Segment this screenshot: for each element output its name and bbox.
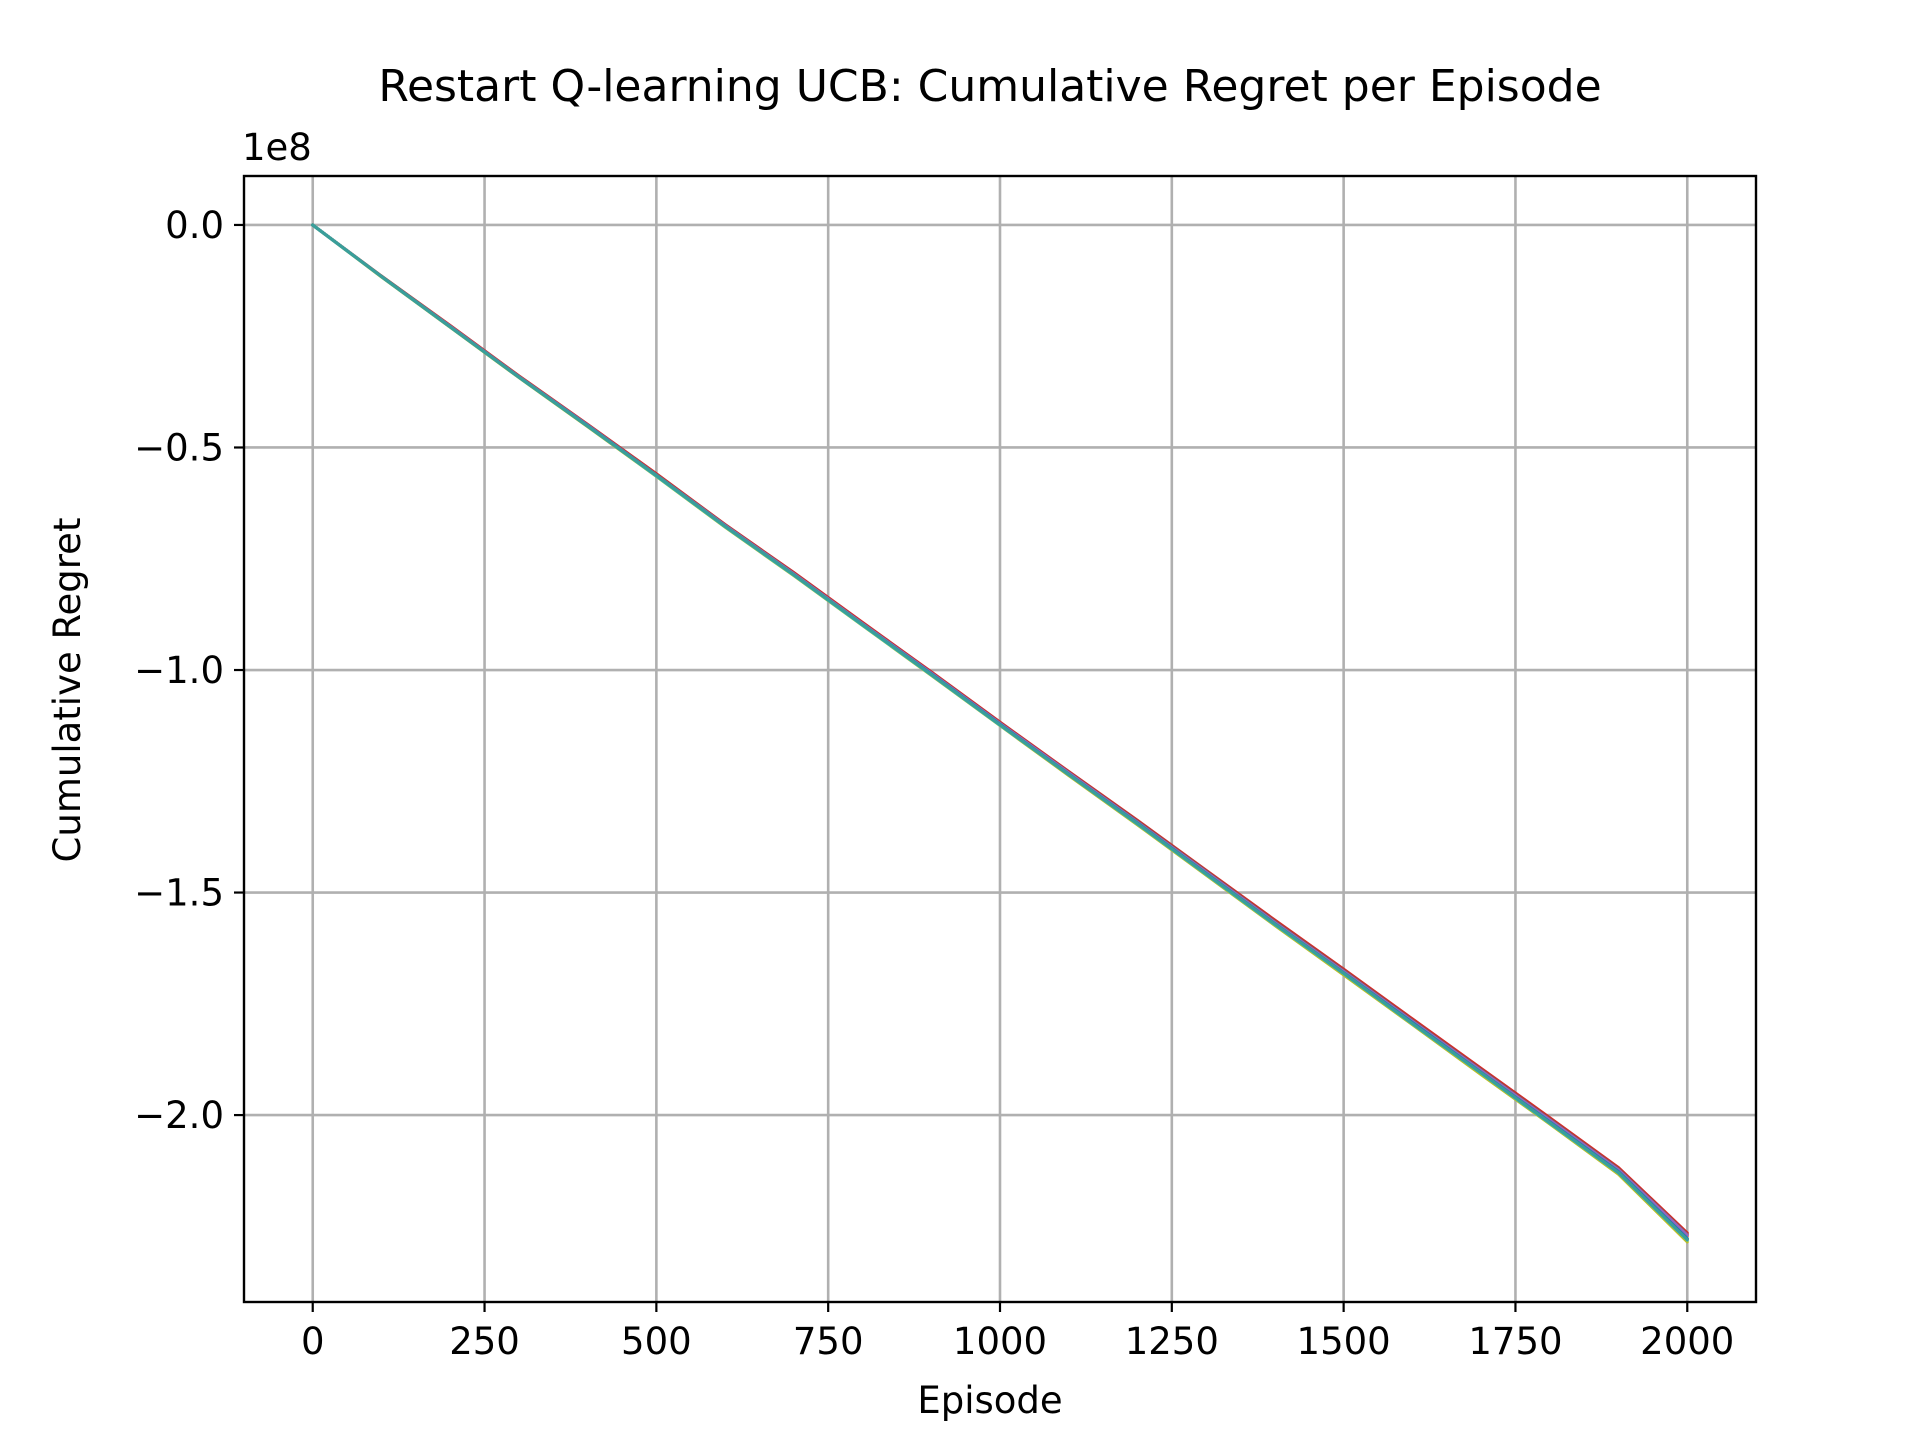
x-axis-ticks: 0 250 500 750 1000 1250 1500 1750 2000 [301, 1302, 1734, 1363]
y-tick-label: −1.5 [134, 872, 224, 915]
chart-title: Restart Q-learning UCB: Cumulative Regre… [378, 61, 1601, 112]
grid-lines [244, 176, 1756, 1302]
x-tick-label: 250 [449, 1320, 520, 1363]
y-axis-ticks: 0.0 −0.5 −1.0 −1.5 −2.0 [134, 204, 244, 1137]
x-tick-label: 2000 [1640, 1320, 1734, 1363]
y-tick-label: −1.0 [134, 649, 224, 692]
y-tick-label: −0.5 [134, 426, 224, 469]
x-tick-label: 0 [301, 1320, 325, 1363]
series-lines [311, 223, 1689, 1244]
y-tick-label: −2.0 [134, 1094, 224, 1137]
x-tick-label: 1500 [1297, 1320, 1391, 1363]
x-tick-label: 1250 [1125, 1320, 1219, 1363]
y-axis-label: Cumulative Regret [46, 518, 89, 863]
x-tick-label: 750 [793, 1320, 864, 1363]
x-axis-label: Episode [917, 1379, 1062, 1422]
x-tick-label: 500 [621, 1320, 692, 1363]
series-line-9 [311, 223, 1689, 1242]
x-tick-label: 1000 [953, 1320, 1047, 1363]
y-axis-offset-label: 1e8 [242, 126, 312, 169]
y-tick-label: 0.0 [165, 204, 224, 247]
x-tick-label: 1750 [1468, 1320, 1562, 1363]
